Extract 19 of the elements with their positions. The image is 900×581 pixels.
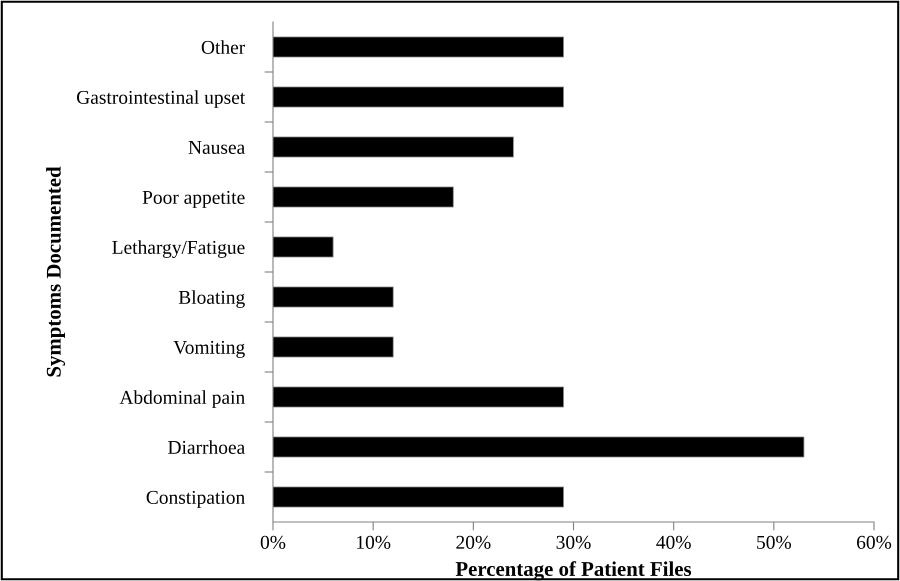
y-tick-label: Nausea [188,141,245,154]
x-axis-title: Percentage of Patient Files [456,561,692,580]
x-tick-label: 60% [857,536,892,549]
x-tick-label: 30% [556,536,591,549]
x-tick-label: 0% [260,536,286,549]
y-tick-label: Gastrointestinal upset [76,90,246,108]
y-tick-label: Diarrhoea [168,440,245,454]
y-axis-title: Symptoms Documented [46,166,66,376]
y-tick-label: Constipation [146,490,245,508]
x-tick-label: 10% [357,536,390,549]
y-tick-label: Bloating [178,290,245,308]
y-tick-label: Lethargy/Fatigue [112,240,245,258]
y-tick-label: Other [202,40,246,54]
y-tick-label: Abdominal pain [120,390,245,408]
y-tick-label: Vomiting [173,340,245,358]
x-tick-label: 40% [656,536,691,549]
x-tick-label: 20% [456,536,490,549]
y-tick-label: Poor appetite [142,190,245,208]
x-tick-label: 50% [757,536,791,549]
